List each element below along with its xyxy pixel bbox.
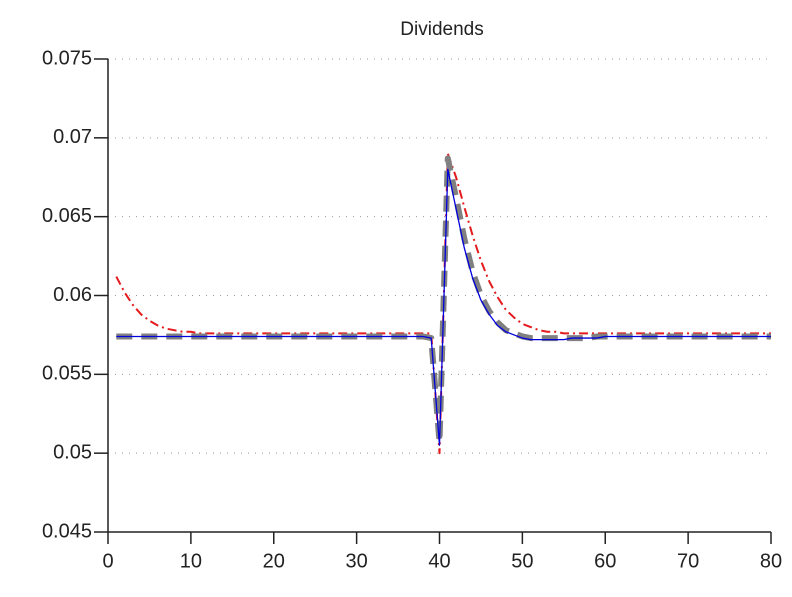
x-tick-label: 70: [677, 550, 699, 572]
series-line: [116, 168, 771, 446]
chart-title: Dividends: [400, 19, 483, 40]
x-tick-label: 0: [102, 550, 113, 572]
y-tick-label: 0.065: [42, 205, 92, 227]
y-tick-label: 0.075: [42, 47, 92, 69]
x-tick-label: 60: [594, 550, 616, 572]
x-tick-label: 50: [511, 550, 533, 572]
x-tick-label: 20: [263, 550, 285, 572]
y-tick-label: 0.055: [42, 363, 92, 385]
y-tick-label: 0.07: [53, 126, 92, 148]
x-tick-label: 40: [428, 550, 450, 572]
x-tick-label: 80: [760, 550, 782, 572]
y-tick-label: 0.045: [42, 520, 92, 542]
x-tick-label: 10: [180, 550, 202, 572]
y-tick-label: 0.05: [53, 441, 92, 463]
y-tick-label: 0.06: [53, 284, 92, 306]
x-tick-label: 30: [346, 550, 368, 572]
